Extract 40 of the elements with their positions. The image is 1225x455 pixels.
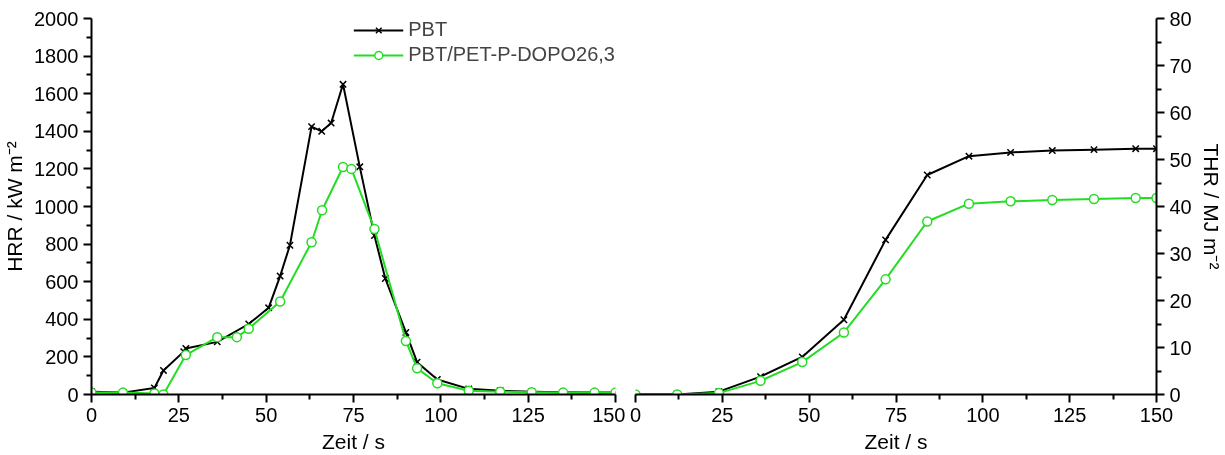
x-tick-label: 50: [798, 403, 821, 426]
x-tick-label: 25: [167, 403, 190, 426]
y-tick-label: 1000: [34, 195, 79, 218]
y-tick-label: 1600: [34, 82, 79, 105]
x-tick-label: 100: [966, 403, 1000, 426]
x-axis-title: Zeit / s: [321, 429, 386, 453]
y-tick-label: 600: [45, 270, 79, 293]
x-tick-label: 75: [342, 403, 365, 426]
y2-tick-label: 80: [1169, 7, 1192, 30]
y-tick-label: 800: [45, 233, 79, 256]
x-tick-label: 50: [255, 403, 278, 426]
y2-tick-label: 50: [1169, 148, 1192, 171]
y2-tick-label: 20: [1169, 289, 1192, 312]
x-tick-label: 100: [424, 403, 458, 426]
y2-tick-label: 60: [1169, 101, 1192, 124]
y2-tick-label: 70: [1169, 54, 1192, 77]
y-axis-title: HRR / kW m⁻²: [3, 141, 27, 272]
x-tick-label: 150: [1139, 403, 1174, 426]
y-tick-label: 200: [45, 345, 79, 368]
legend-label: PBT: [408, 18, 448, 41]
y2-tick-label: 30: [1169, 242, 1192, 265]
x-tick-label: 0: [85, 403, 98, 426]
y-tick-label: 2000: [34, 7, 79, 30]
y2-tick-label: 10: [1169, 336, 1192, 359]
y-tick-label: 1400: [34, 120, 79, 143]
y-tick-label: 1800: [34, 45, 79, 68]
x-tick-label: 25: [711, 403, 734, 426]
x-tick-label: 150: [592, 403, 626, 426]
legend-label: PBT/PET-P-DOPO26,3: [408, 43, 615, 66]
y-tick-label: 0: [67, 383, 79, 406]
x-tick-label: 0: [629, 403, 642, 426]
y2-axis-title: THR / MJ m⁻²: [1199, 143, 1223, 270]
y2-tick-label: 0: [1169, 383, 1181, 406]
x-axis-title: Zeit / s: [864, 429, 928, 453]
y-tick-label: 1200: [34, 157, 79, 180]
y-tick-label: 400: [45, 308, 79, 331]
x-tick-label: 75: [884, 403, 908, 426]
x-tick-label: 125: [1052, 403, 1087, 426]
y2-tick-label: 40: [1169, 195, 1192, 218]
x-tick-label: 125: [511, 403, 545, 426]
